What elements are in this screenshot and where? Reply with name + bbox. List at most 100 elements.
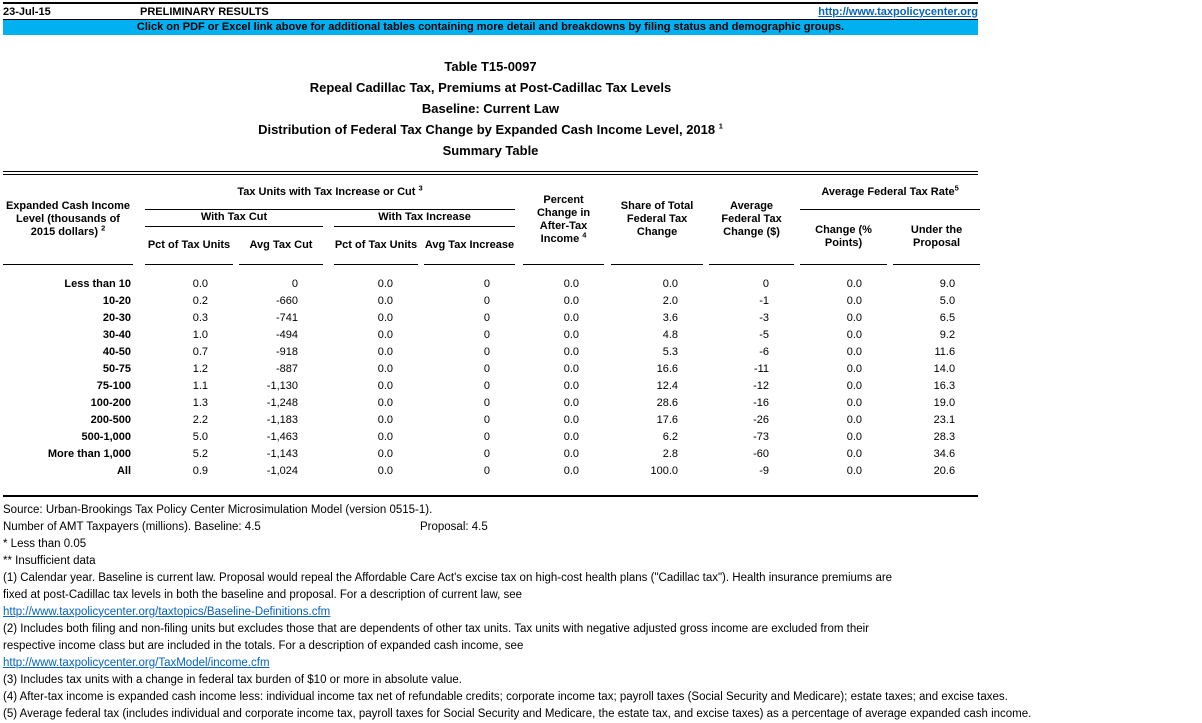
spacer [133, 327, 145, 344]
tax-units-group-header: Tax Units with Tax Increase or Cut 3 [145, 176, 516, 210]
table-row: 75-100 1.1 -1,130 0.0 0 0.0 12.4 -12 0.0 16.3 [3, 378, 980, 395]
value-cell: 2.2 [192, 414, 208, 426]
pct-change-after-tax-income-header: Percent Change in After-Tax Income 4 [523, 176, 605, 265]
value-cell: 0.0 [846, 312, 863, 324]
avg-tax-increase-header: Avg Tax Increase [424, 226, 516, 265]
spacer [604, 395, 611, 412]
value-cell: 23.1 [933, 414, 956, 426]
value-cell: 0.0 [846, 278, 863, 290]
value-cell: 0.7 [192, 346, 208, 358]
value-cell: 0.0 [563, 448, 580, 460]
value-cell: 0.0 [563, 397, 580, 409]
value-cell: -11 [753, 363, 770, 375]
less-than-note: * Less than 0.05 [3, 537, 87, 550]
under-proposal-header: Under the Proposal [893, 209, 981, 265]
value-cell: 0.0 [377, 295, 393, 307]
income-level-cell: 40-50 [102, 346, 131, 358]
spacer [604, 429, 611, 446]
income-level-cell: 200-500 [90, 414, 131, 426]
value-cell: 0 [483, 465, 491, 477]
value-cell: 0.0 [377, 329, 393, 341]
value-cell: 0.0 [563, 346, 580, 358]
table-row: 50-75 1.2 -887 0.0 0 0.0 16.6 -11 0.0 14.0 [3, 361, 980, 378]
spacer [323, 310, 334, 327]
table-row: Less than 10 0.0 0 0.0 0 0.0 0.0 0 0.0 9.0 [3, 276, 980, 293]
value-cell: 0.0 [377, 414, 393, 426]
distribution-table: Expanded Cash Income Level (thousands of… [3, 176, 981, 480]
value-cell: -741 [275, 312, 298, 324]
value-cell: 0 [483, 363, 491, 375]
change-pct-points-header: Change (% Points) [800, 209, 888, 265]
value-cell: 0.0 [563, 363, 580, 375]
value-cell: 17.6 [656, 414, 679, 426]
value-cell: 0.0 [192, 278, 208, 290]
value-cell: 0.0 [563, 380, 580, 392]
value-cell: 12.4 [656, 380, 679, 392]
spacer [515, 463, 523, 480]
table-top-border [3, 171, 978, 175]
value-cell: 20.6 [933, 465, 956, 477]
value-cell: 2.8 [662, 448, 679, 460]
taxpolicycenter-homepage-link[interactable]: http://www.taxpolicycenter.org [818, 5, 978, 18]
value-cell: 16.3 [933, 380, 956, 392]
value-cell: 0.0 [846, 431, 863, 443]
footnote-5: (5) Average federal tax (includes indivi… [3, 707, 1032, 720]
value-cell: 0.0 [563, 465, 580, 477]
value-cell: 0.0 [563, 278, 580, 290]
value-cell: -494 [275, 329, 298, 341]
value-cell: 28.3 [933, 431, 956, 443]
table-row: 10-20 0.2 -660 0.0 0 0.0 2.0 -1 0.0 5.0 [3, 293, 980, 310]
value-cell: -1,183 [266, 414, 298, 426]
value-cell: -60 [753, 448, 770, 460]
value-cell: -918 [275, 346, 298, 358]
value-cell: -26 [753, 414, 770, 426]
value-cell: 1.3 [192, 397, 208, 409]
value-cell: 34.6 [933, 448, 956, 460]
value-cell: -1,463 [266, 431, 298, 443]
value-cell: -6 [759, 346, 770, 358]
value-cell: 0.0 [846, 346, 863, 358]
spacer [133, 429, 145, 446]
value-cell: -16 [753, 397, 770, 409]
value-cell: 0 [483, 431, 491, 443]
spacer [604, 361, 611, 378]
income-level-cell: 100-200 [90, 397, 131, 409]
value-cell: 0.9 [192, 465, 208, 477]
value-cell: 0.0 [377, 278, 393, 290]
income-definition-link[interactable]: http://www.taxpolicycenter.org/TaxModel/… [3, 656, 270, 669]
footnote-1: (1) Calendar year. Baseline is current l… [3, 571, 893, 584]
baseline-definitions-link[interactable]: http://www.taxpolicycenter.org/taxtopics… [3, 605, 331, 618]
with-tax-cut-header: With Tax Cut [145, 209, 323, 227]
value-cell: 0.0 [377, 397, 393, 409]
value-cell: 3.6 [662, 312, 679, 324]
value-cell: 0 [291, 278, 298, 290]
value-cell: 19.0 [933, 397, 956, 409]
value-cell: 0 [483, 312, 491, 324]
insufficient-data-note: ** Insufficient data [3, 554, 96, 567]
footnote-1-continued: fixed at post-Cadillac tax levels in bot… [3, 588, 523, 601]
spacer [323, 361, 334, 378]
value-cell: 0 [483, 295, 491, 307]
share-total-federal-tax-change-header: Share of Total Federal Tax Change [611, 176, 704, 265]
proposal-title: Repeal Cadillac Tax, Premiums at Post-Ca… [309, 80, 672, 95]
distribution-title: Distribution of Federal Tax Change by Ex… [258, 121, 723, 137]
value-cell: -73 [753, 431, 770, 443]
value-cell: 0.0 [662, 278, 679, 290]
title-block: Table T15-0097 Repeal Cadillac Tax, Prem… [3, 56, 978, 161]
info-banner: Click on PDF or Excel link above for add… [3, 20, 978, 35]
value-cell: 0 [762, 278, 770, 290]
table-row: All 0.9 -1,024 0.0 0 0.0 100.0 -9 0.0 20.6 [3, 463, 980, 480]
value-cell: 5.0 [939, 295, 956, 307]
top-bar: 23-Jul-15 PRELIMINARY RESULTS http://www… [3, 2, 978, 20]
report-date: 23-Jul-15 [3, 5, 51, 18]
value-cell: 0.0 [377, 380, 393, 392]
pct-tax-units-increase-header: Pct of Tax Units [334, 226, 418, 265]
table-row: 40-50 0.7 -918 0.0 0 0.0 5.3 -6 0.0 11.6 [3, 344, 980, 361]
spacer [323, 276, 334, 293]
footnotes: Source: Urban-Brookings Tax Policy Cente… [3, 502, 1202, 723]
value-cell: 0.0 [563, 414, 580, 426]
value-cell: 0.0 [377, 431, 393, 443]
income-level-cell: 20-30 [102, 312, 131, 324]
spacer [323, 344, 334, 361]
value-cell: 0.0 [846, 448, 863, 460]
